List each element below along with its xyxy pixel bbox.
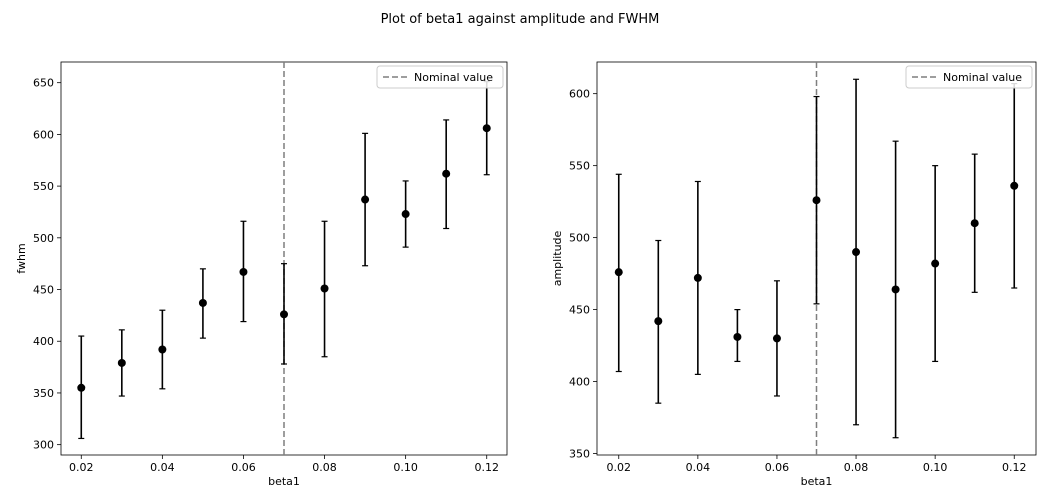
y-tick-label: 600: [33, 128, 54, 141]
data-point: [361, 195, 370, 204]
y-tick-label: 400: [569, 376, 590, 389]
data-point: [891, 285, 900, 294]
data-point: [852, 248, 861, 257]
data-point: [772, 334, 781, 343]
y-tick-label: 450: [569, 304, 590, 317]
data-point: [931, 259, 940, 268]
y-axis-label: fwhm: [15, 243, 28, 273]
x-tick-label: 0.10: [923, 461, 948, 474]
data-point: [693, 273, 702, 282]
data-point: [198, 298, 207, 307]
legend-frame: [376, 65, 504, 89]
data-point: [654, 317, 663, 326]
x-tick-label: 0.02: [69, 461, 94, 474]
y-tick-label: 300: [33, 439, 54, 452]
y-tick-label: 500: [33, 232, 54, 245]
figure-title: Plot of beta1 against amplitude and FWHM: [381, 12, 660, 27]
data-point: [117, 358, 126, 367]
legend-label: Nominal value: [414, 71, 493, 84]
y-tick-label: 450: [33, 284, 54, 297]
data-point: [614, 268, 623, 277]
data-point: [280, 310, 288, 319]
x-axis-label: beta1: [268, 475, 300, 488]
x-tick-label: 0.12: [474, 461, 499, 474]
data-point: [812, 196, 821, 205]
data-point: [482, 124, 491, 133]
legend: Nominal value: [905, 65, 1033, 89]
data-point: [401, 210, 410, 219]
data-point: [158, 345, 167, 354]
y-axis-label: amplitude: [551, 230, 564, 286]
y-tick-label: 350: [569, 448, 590, 461]
data-point: [320, 284, 329, 293]
y-tick-label: 600: [569, 88, 590, 101]
y-tick-label: 350: [33, 387, 54, 400]
y-tick-label: 650: [33, 77, 54, 90]
y-tick-label: 500: [569, 232, 590, 245]
legend: Nominal value: [376, 65, 504, 89]
x-tick-label: 0.12: [1002, 461, 1027, 474]
data-point: [1010, 181, 1019, 190]
x-tick-label: 0.06: [765, 461, 790, 474]
x-tick-label: 0.10: [393, 461, 418, 474]
chart-amplitude: 0.02 0.04 0.06 0.08 0.10 0.12 350 400 450 500 550 6…: [551, 61, 1037, 488]
x-axis-label: beta1: [801, 475, 833, 488]
data-point: [239, 267, 248, 276]
chart-fwhm: 0.02 0.04 0.06 0.08 0.10 0.12 300 350 400 450 500 5…: [15, 61, 508, 488]
y-tick-label: 550: [33, 180, 54, 193]
x-tick-label: 0.02: [607, 461, 632, 474]
y-tick-label: 550: [569, 160, 590, 173]
data-point: [733, 332, 742, 341]
x-tick-label: 0.08: [844, 461, 869, 474]
data-point: [970, 219, 979, 228]
x-tick-label: 0.04: [686, 461, 711, 474]
legend-frame: [905, 65, 1033, 89]
x-tick-label: 0.04: [150, 461, 175, 474]
data-point: [442, 169, 451, 178]
y-tick-label: 400: [33, 335, 54, 348]
legend-label: Nominal value: [943, 71, 1022, 84]
data-point: [77, 383, 86, 392]
x-tick-label: 0.08: [312, 461, 337, 474]
x-tick-label: 0.06: [231, 461, 256, 474]
